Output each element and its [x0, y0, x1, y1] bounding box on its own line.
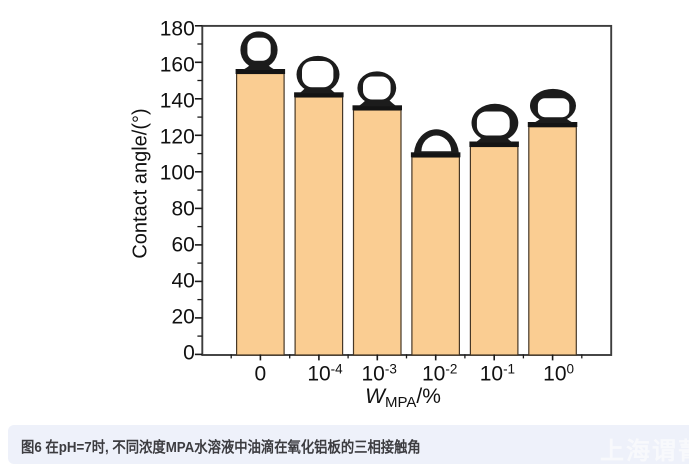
svg-text:160: 160: [160, 53, 195, 76]
svg-text:Contact angle/(°): Contact angle/(°): [130, 108, 152, 258]
svg-text:WMPA/%: WMPA/%: [365, 385, 441, 411]
svg-text:0: 0: [255, 363, 267, 386]
svg-text:120: 120: [160, 125, 195, 148]
svg-text:80: 80: [171, 197, 194, 220]
svg-text:40: 40: [171, 270, 194, 293]
svg-text:100: 100: [543, 361, 574, 385]
svg-text:0: 0: [183, 342, 195, 365]
svg-text:60: 60: [171, 234, 194, 257]
svg-text:10-3: 10-3: [362, 361, 397, 385]
svg-text:100: 100: [160, 161, 195, 184]
svg-text:10-2: 10-2: [422, 361, 457, 385]
svg-text:20: 20: [171, 306, 194, 329]
svg-text:10-4: 10-4: [307, 361, 343, 385]
svg-text:10-1: 10-1: [480, 361, 515, 385]
svg-text:140: 140: [160, 89, 195, 112]
svg-text:180: 180: [160, 17, 195, 40]
